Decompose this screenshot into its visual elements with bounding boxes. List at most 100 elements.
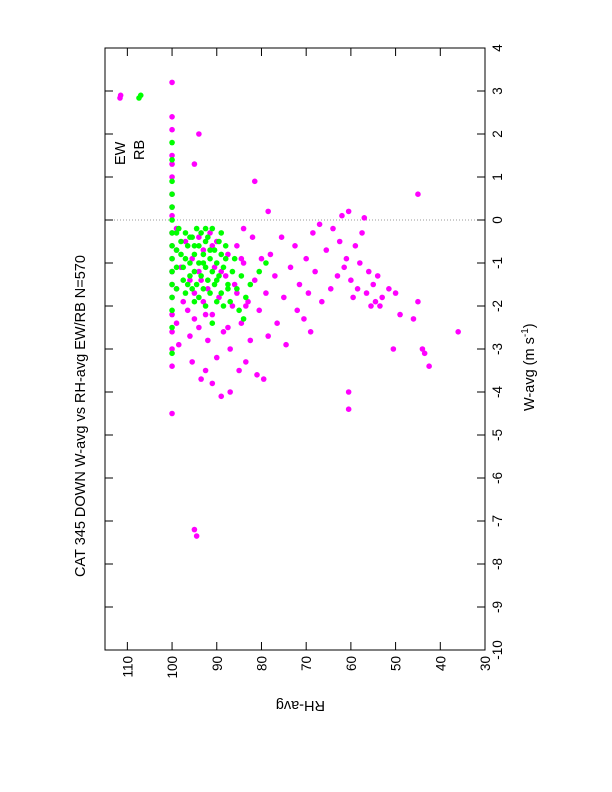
data-point-ew [169, 346, 175, 352]
data-point-ew [348, 277, 354, 284]
data-point-rb [200, 286, 207, 292]
data-point-rb [191, 251, 198, 258]
x-axis-label-main: W-avg (m s [522, 337, 538, 411]
data-point-rb [169, 294, 175, 301]
data-point-rb [225, 281, 231, 288]
data-point-ew [245, 298, 251, 305]
y-tick-label: 90 [210, 656, 225, 671]
data-point-ew [260, 376, 267, 382]
data-point-ew [205, 337, 211, 344]
data-point-rb [200, 251, 207, 258]
data-point-ew [296, 281, 303, 288]
x-tick-label: 0 [490, 216, 505, 224]
data-point-ew [175, 341, 182, 348]
data-point-ew [392, 290, 399, 296]
data-point-ew [323, 247, 330, 253]
legend-marker-rb [136, 95, 142, 101]
data-point-ew [209, 380, 216, 387]
y-tick-label: 30 [478, 656, 493, 671]
series-rb-points [117, 92, 269, 357]
data-point-rb [209, 225, 216, 232]
data-point-rb [182, 290, 189, 296]
data-point-ew [421, 350, 428, 357]
data-point-rb [178, 238, 184, 245]
data-point-ew [258, 255, 265, 262]
data-point-rb [198, 230, 204, 236]
x-tick-label: 3 [490, 87, 505, 95]
data-point-ew [312, 268, 318, 275]
data-point-rb [207, 247, 213, 253]
data-point-ew [334, 273, 341, 279]
x-axis-label-superscript: -1 [520, 328, 531, 337]
data-point-rb [205, 234, 211, 240]
data-point-ew [287, 264, 294, 271]
data-point-ew [202, 367, 209, 374]
x-axis-label: W-avg (m s-1) [520, 323, 538, 411]
x-tick-label: -5 [490, 429, 505, 441]
data-point-ew [234, 290, 240, 296]
data-point-rb [196, 260, 202, 266]
data-point-ew [189, 359, 195, 365]
data-point-ew [182, 238, 189, 245]
data-point-ew [307, 329, 314, 335]
data-point-ew [339, 212, 345, 219]
data-point-ew [354, 286, 361, 292]
data-point-rb [213, 277, 220, 284]
data-point-rb [175, 225, 182, 232]
data-point-ew [243, 359, 249, 365]
data-point-rb [173, 264, 180, 271]
data-point-rb [247, 281, 254, 288]
data-point-ew [265, 333, 271, 339]
data-point-rb [240, 316, 247, 322]
data-point-rb [169, 255, 175, 262]
data-point-ew [173, 320, 180, 327]
data-point-rb [193, 225, 200, 232]
data-point-ew [247, 337, 254, 344]
data-point-ew [330, 225, 336, 232]
data-point-rb [256, 268, 263, 275]
data-point-ew [169, 311, 175, 318]
data-point-rb [231, 255, 238, 262]
y-axis-ticks: 30 40 50 60 70 80 90 100 110 [120, 48, 493, 679]
data-point-rb [169, 157, 175, 163]
data-point-ew [249, 234, 256, 240]
data-point-ew [218, 393, 225, 400]
data-point-rb [222, 255, 229, 262]
y-tick-label: 50 [389, 656, 404, 671]
data-point-rb [180, 264, 187, 271]
data-point-ew [236, 367, 242, 374]
data-point-rb [225, 286, 231, 292]
data-point-ew [222, 273, 229, 279]
data-point-ew [169, 410, 175, 417]
data-point-ew [363, 290, 370, 296]
data-point-rb [182, 230, 189, 236]
data-point-ew [272, 273, 278, 279]
data-point-rb [218, 290, 225, 296]
x-tick-label: -1 [490, 257, 505, 269]
data-point-ew [225, 251, 231, 258]
data-point-ew [426, 363, 432, 370]
data-point-rb [189, 286, 195, 292]
data-point-ew [265, 208, 271, 215]
data-point-rb [169, 217, 175, 223]
data-point-ew [184, 307, 191, 314]
data-point-ew [455, 329, 461, 335]
chart-title: CAT 345 DOWN W-avg vs RH-avg EW/RB N=570 [73, 255, 89, 577]
data-point-rb [193, 281, 200, 288]
data-point-ew [196, 234, 202, 240]
data-point-rb [182, 255, 189, 262]
data-point-rb [169, 204, 175, 210]
data-point-rb [169, 230, 175, 236]
data-point-ew [218, 268, 225, 275]
data-point-rb [211, 281, 218, 288]
data-point-rb [229, 268, 236, 275]
x-tick-label: -2 [490, 300, 505, 312]
data-point-ew [169, 212, 175, 219]
data-point-rb [220, 264, 227, 271]
x-tick-label: -10 [490, 640, 505, 660]
data-point-ew [196, 131, 202, 137]
y-tick-label: 40 [433, 656, 448, 671]
x-tick-label: -8 [490, 558, 505, 570]
data-point-rb [213, 260, 220, 266]
